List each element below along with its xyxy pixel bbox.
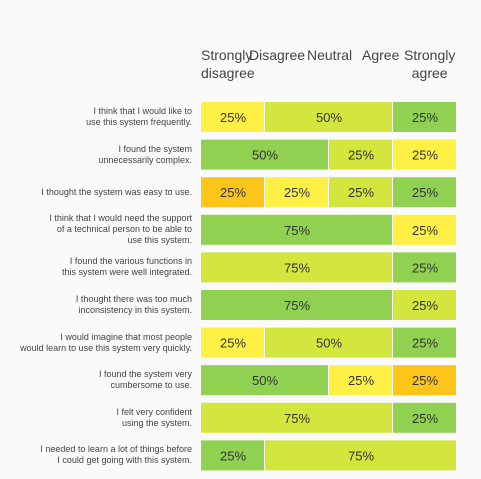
bar-segment: [201, 327, 264, 358]
column-header-line: Agree: [362, 47, 400, 63]
question-label: I felt very confident using the system.: [0, 407, 192, 429]
bar-segment: [201, 290, 392, 320]
bar-segment: [393, 365, 456, 396]
question-label-line: I found the system: [118, 143, 192, 154]
data-label: 25%: [284, 185, 310, 200]
question-label: I thought there was too much inconsistenc…: [0, 294, 192, 316]
data-label: 50%: [316, 110, 342, 125]
bar-segment: [201, 102, 264, 132]
column-header: Strongly agree: [404, 46, 455, 82]
question-label-line: inconsistency in this system.: [78, 305, 192, 315]
question-label-line: I thought the system was easy to use.: [41, 186, 192, 197]
data-label: 50%: [316, 336, 342, 351]
column-header-line: disagree: [201, 65, 255, 81]
bar-segment: [265, 327, 392, 358]
question-label: I found the various functions in this sys…: [0, 256, 192, 278]
bar-segment: [201, 139, 328, 170]
bar-segment: [201, 365, 328, 396]
column-header: Agree: [362, 46, 399, 64]
bar-segment: [265, 440, 456, 471]
question-label-line: use this system frequently.: [86, 117, 192, 127]
question-label-line: using the system.: [121, 417, 192, 428]
data-label: 25%: [220, 336, 246, 351]
bar-segment: [201, 402, 392, 433]
bar-segment: [393, 139, 456, 170]
bar-segment: [393, 327, 456, 358]
question-label: I think that I would need the support of …: [0, 213, 192, 246]
question-label-line: of a technical person to be able to: [56, 224, 192, 235]
question-label-line: this system were well integrated.: [61, 267, 192, 278]
bar-segment: [265, 102, 392, 132]
question-label: I would imagine that most people would le…: [0, 332, 192, 354]
data-label: 25%: [412, 148, 438, 163]
column-header: Disagree: [249, 46, 305, 64]
data-label: 75%: [284, 260, 310, 275]
question-label-line: I found the various functions in: [69, 256, 192, 267]
data-label: 75%: [348, 448, 374, 463]
bar-segment: [329, 177, 392, 208]
column-header-line: Strongly: [404, 47, 456, 63]
question-label-line: I think that I would like to: [93, 106, 192, 116]
question-label-line: I found the system very: [98, 369, 192, 380]
data-label: 75%: [284, 223, 310, 238]
bar-segment: [393, 402, 456, 433]
column-header-line: Neutral: [307, 47, 353, 63]
bar-segment: [329, 139, 392, 170]
bar-segment: [201, 214, 392, 245]
bar-segment: [201, 440, 264, 471]
data-label: 25%: [412, 336, 438, 351]
data-label: 25%: [220, 448, 246, 463]
question-label: I found the system very cumbersome to use…: [0, 369, 192, 391]
column-header: Neutral: [307, 46, 352, 64]
question-label-line: I needed to learn a lot of things before: [40, 444, 192, 455]
question-label-line: I think that I would need the support: [49, 213, 192, 224]
data-label: 25%: [348, 148, 374, 163]
question-label-line: cumbersome to use.: [110, 380, 192, 391]
question-label: I thought the system was easy to use.: [0, 187, 192, 198]
column-header: Strongly disagree: [201, 46, 255, 82]
data-label: 50%: [252, 373, 278, 388]
data-label: 25%: [412, 260, 438, 275]
data-label: 75%: [284, 411, 310, 426]
question-label-line: I could get going with this system.: [57, 455, 192, 466]
question-label: I found the system unnecessarily complex.: [0, 144, 192, 166]
question-label-line: I would imagine that most people: [60, 331, 192, 342]
data-label: 25%: [412, 185, 438, 200]
data-label: 25%: [412, 411, 438, 426]
bar-segment: [393, 177, 456, 208]
question-label-line: use this system.: [127, 235, 192, 246]
data-label: 25%: [412, 298, 438, 313]
bar-segment: [201, 177, 264, 208]
bar-segment: [201, 252, 392, 283]
data-label: 25%: [220, 185, 246, 200]
question-label: I think that I would like to use this sys…: [0, 106, 192, 128]
bar-segment: [393, 102, 456, 132]
bar-segment: [393, 252, 456, 283]
data-label: 25%: [412, 373, 438, 388]
data-label: 25%: [412, 223, 438, 238]
data-label: 25%: [348, 185, 374, 200]
question-label-line: would learn to use this system very quic…: [20, 342, 192, 353]
column-header-line: Strongly: [201, 47, 253, 63]
bar-segment: [393, 214, 456, 245]
column-header-line: Disagree: [249, 47, 306, 63]
question-label: I needed to learn a lot of things before…: [0, 444, 192, 466]
column-header-line: agree: [411, 65, 448, 81]
bar-segment: [393, 290, 456, 320]
question-label-line: I felt very confident: [116, 406, 192, 417]
data-label: 25%: [220, 110, 246, 125]
data-label: 25%: [412, 110, 438, 125]
question-label-line: unnecessarily complex.: [98, 154, 192, 165]
data-label: 50%: [252, 148, 278, 163]
bar-segment: [329, 365, 392, 396]
data-label: 25%: [348, 373, 374, 388]
data-label: 75%: [284, 298, 310, 313]
question-label-line: I thought there was too much: [75, 294, 192, 304]
bar-segment: [265, 177, 328, 208]
